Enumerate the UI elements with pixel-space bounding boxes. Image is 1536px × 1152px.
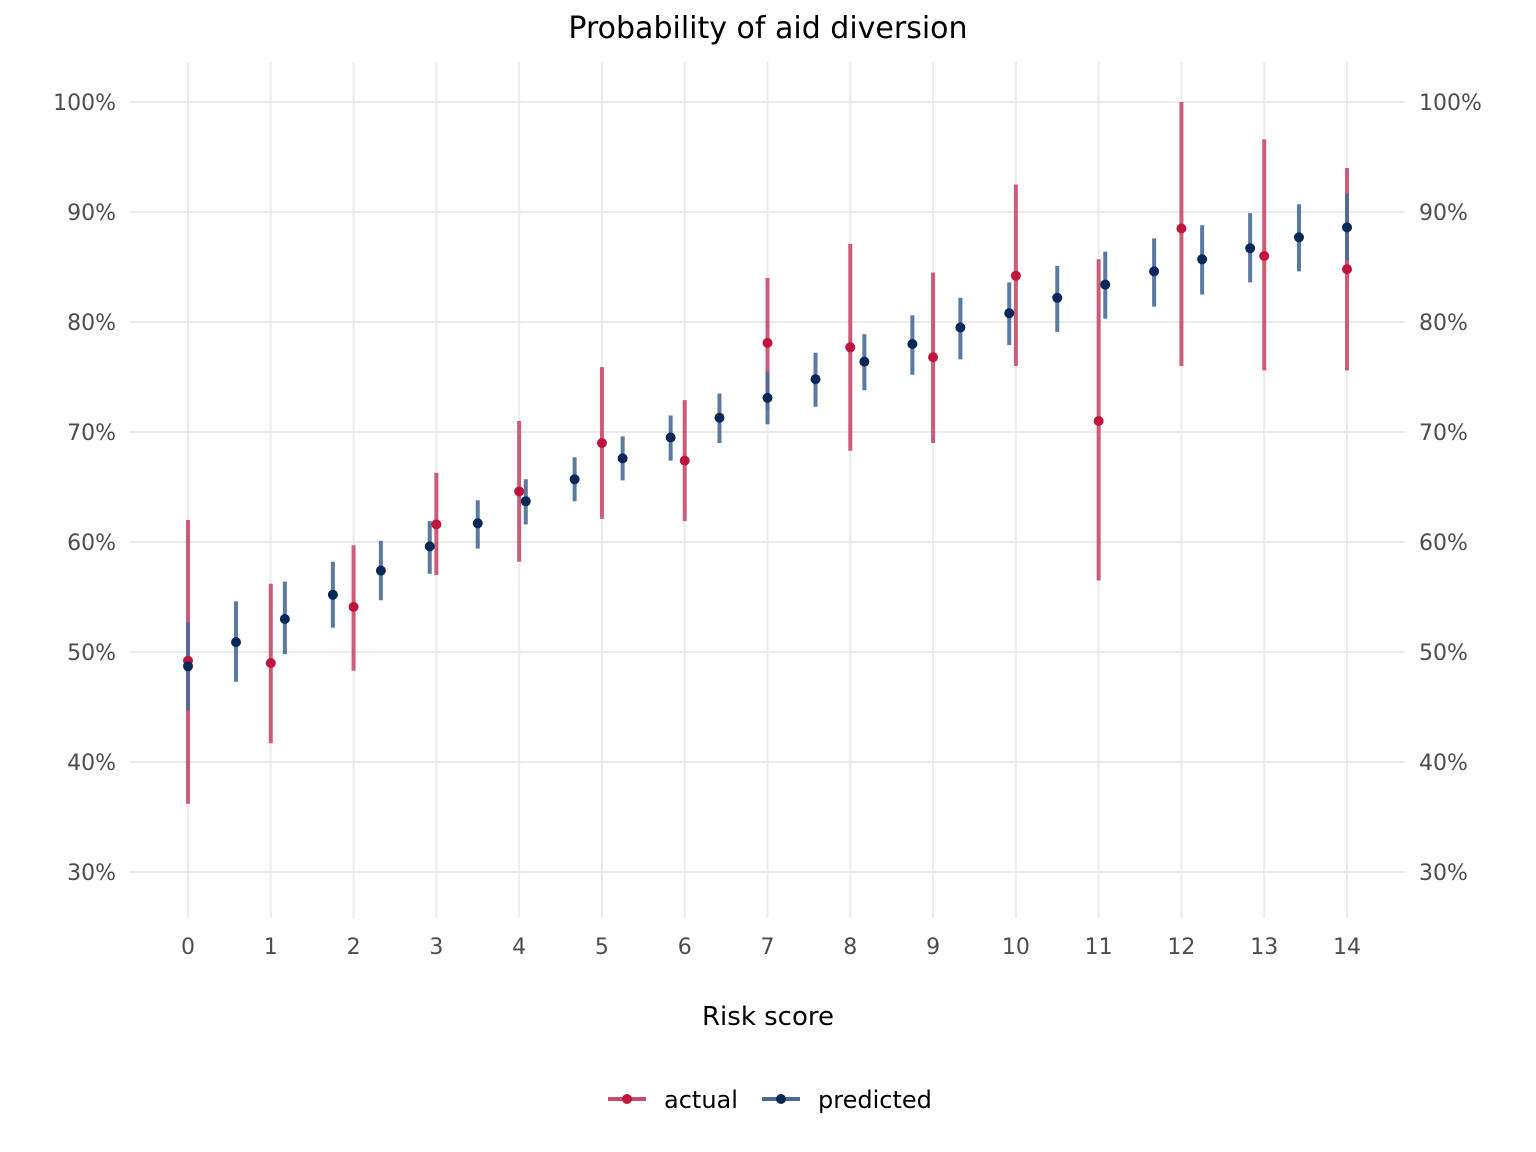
predicted-point-6: [472, 518, 483, 529]
y-tick-label-right-7: 100%: [1419, 91, 1482, 116]
predicted-point-15: [907, 339, 918, 349]
actual-point-14: [1342, 264, 1352, 275]
x-tick-label-11: 11: [1085, 935, 1113, 960]
actual-point-1: [265, 658, 276, 668]
legend-key-point-predicted: [776, 1094, 786, 1104]
x-tick-label-2: 2: [347, 935, 361, 960]
predicted-point-3: [327, 589, 338, 600]
predicted-point-16: [955, 322, 966, 333]
predicted-point-8: [569, 474, 580, 485]
x-tick-label-13: 13: [1250, 935, 1278, 960]
actual-point-13: [1259, 251, 1270, 261]
y-tick-label-left-0: 30%: [67, 861, 116, 886]
x-tick-label-0: 0: [181, 935, 195, 960]
predicted-point-2: [279, 614, 290, 624]
y-tick-label-left-6: 90%: [67, 201, 116, 226]
actual-point-2: [348, 601, 359, 612]
predicted-point-0: [183, 661, 193, 672]
actual-point-6: [679, 455, 690, 466]
y-tick-label-right-4: 70%: [1419, 421, 1468, 446]
y-tick-label-right-2: 50%: [1419, 641, 1468, 666]
predicted-point-13: [810, 374, 821, 385]
actual-point-4: [514, 486, 525, 497]
y-tick-label-left-4: 70%: [67, 421, 116, 446]
y-tick-label-right-1: 40%: [1419, 751, 1468, 776]
x-tick-label-9: 9: [926, 935, 940, 960]
actual-point-11: [1093, 416, 1104, 426]
y-tick-label-left-2: 50%: [67, 641, 116, 666]
y-tick-label-left-1: 40%: [67, 751, 116, 776]
y-tick-label-right-3: 60%: [1419, 531, 1468, 556]
grid: [130, 62, 1405, 918]
predicted-point-24: [1342, 222, 1352, 233]
predicted-point-10: [665, 432, 676, 443]
x-tick-label-6: 6: [678, 935, 692, 960]
y-tick-label-left-5: 80%: [67, 311, 116, 336]
predicted-point-20: [1149, 266, 1160, 277]
actual-point-9: [928, 352, 939, 363]
predicted-point-17: [1004, 308, 1015, 319]
x-tick-label-14: 14: [1333, 935, 1361, 960]
predicted-point-7: [520, 496, 531, 507]
x-tick-label-5: 5: [595, 935, 609, 960]
actual-point-3: [431, 519, 442, 530]
actual-point-5: [596, 438, 607, 448]
y-tick-label-left-7: 100%: [53, 91, 116, 116]
actual-point-12: [1176, 223, 1187, 234]
predicted-point-11: [714, 412, 725, 423]
predicted-point-19: [1100, 279, 1111, 290]
actual-point-8: [845, 342, 856, 353]
y-tick-label-right-6: 90%: [1419, 201, 1468, 226]
predicted-point-23: [1293, 232, 1304, 243]
legend-label-predicted: predicted: [818, 1086, 932, 1114]
actual-point-10: [1010, 270, 1021, 281]
x-tick-label-7: 7: [761, 935, 775, 960]
x-tick-label-8: 8: [843, 935, 857, 960]
predicted-point-14: [859, 356, 870, 367]
x-axis-title: Risk score: [702, 1002, 834, 1032]
legend-key-point-actual: [622, 1094, 632, 1104]
predicted-point-18: [1052, 292, 1063, 303]
actual-point-7: [762, 337, 773, 348]
y-tick-label-right-0: 30%: [1419, 861, 1468, 886]
tick-labels: 30% 30% 40% 40% 50% 50% 60% 60% 70% 70% 80% 80% 90% 9…: [53, 91, 1482, 960]
predicted-point-4: [375, 565, 386, 576]
predicted-point-9: [617, 453, 628, 464]
x-tick-label-4: 4: [512, 935, 526, 960]
x-tick-label-10: 10: [1002, 935, 1030, 960]
predicted-point-5: [424, 541, 435, 552]
chart-title: Probability of aid diversion: [568, 11, 967, 46]
legend: actual predicted: [608, 1086, 932, 1114]
predicted-point-21: [1197, 254, 1208, 265]
x-tick-label-12: 12: [1167, 935, 1195, 960]
predicted-point-12: [762, 392, 773, 403]
x-tick-label-3: 3: [429, 935, 443, 960]
predicted-point-22: [1245, 243, 1256, 254]
predicted-point-1: [231, 637, 242, 648]
y-tick-label-left-3: 60%: [67, 531, 116, 556]
x-tick-label-1: 1: [264, 935, 278, 960]
points: [183, 222, 1352, 672]
y-tick-label-right-5: 80%: [1419, 311, 1468, 336]
legend-label-actual: actual: [664, 1086, 738, 1114]
